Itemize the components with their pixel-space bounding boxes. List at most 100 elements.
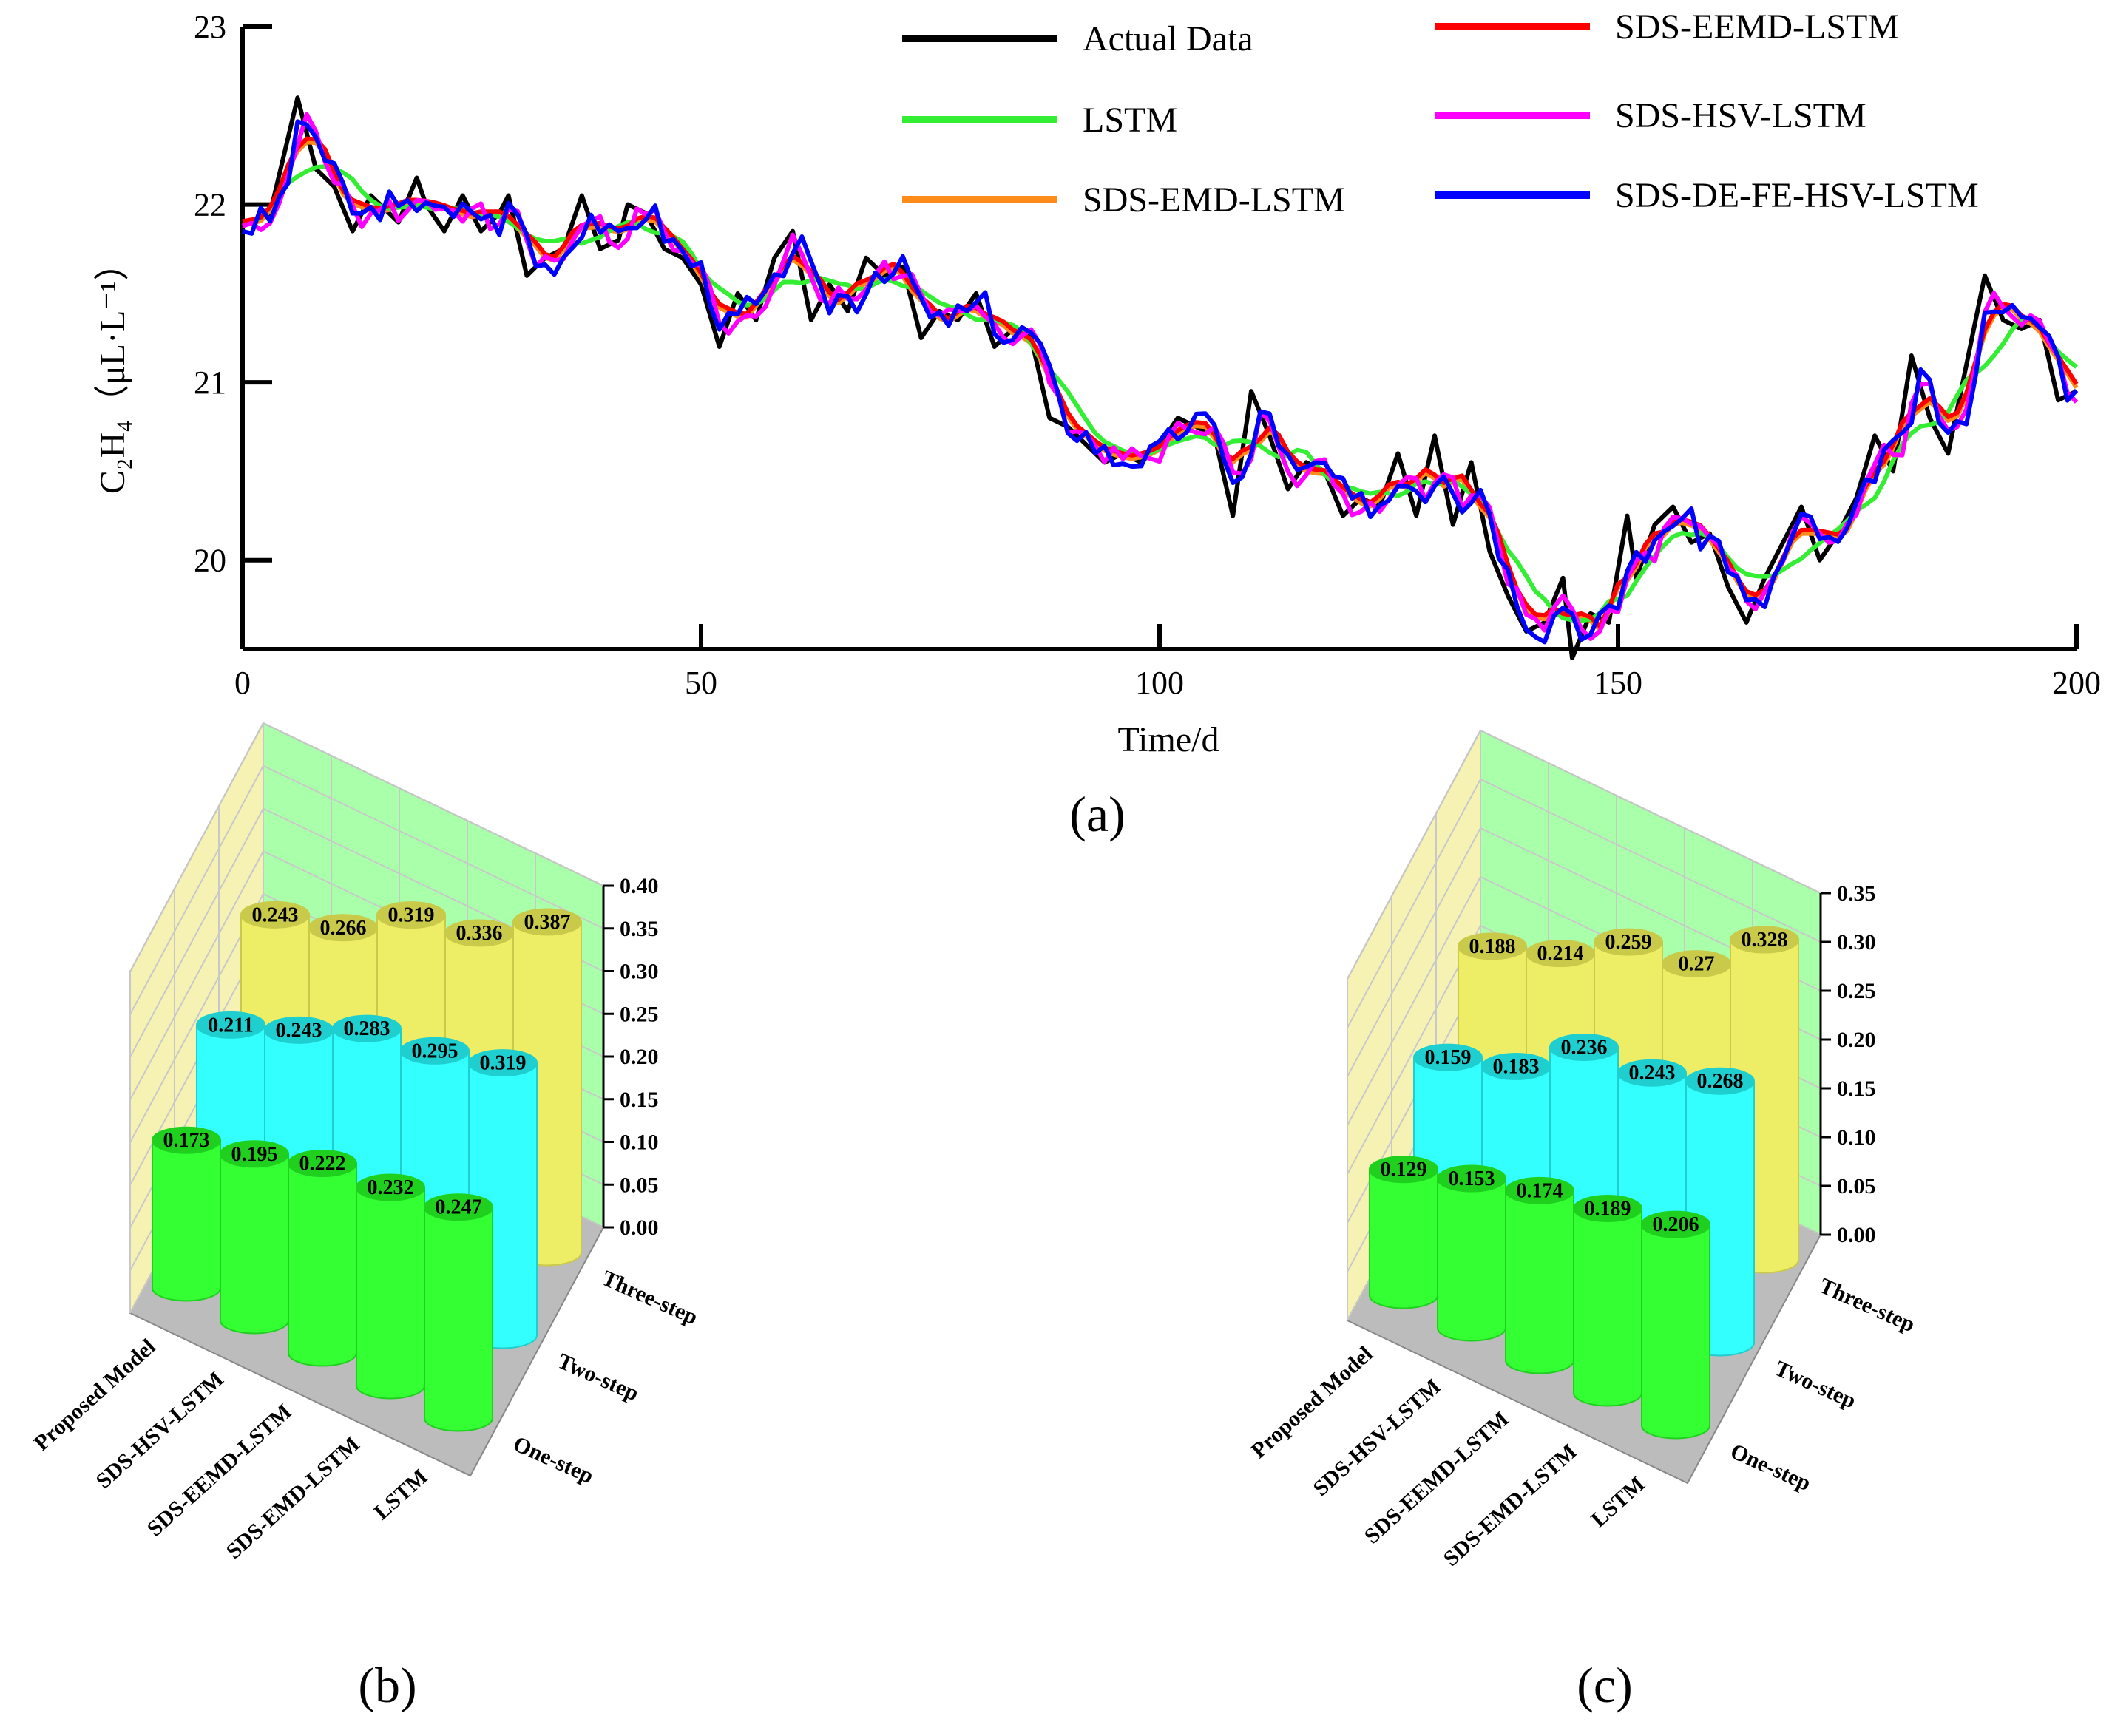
line-sds-de-fe-hsv-lstm [242, 119, 2079, 645]
step-label: One-step [510, 1431, 597, 1488]
data-label: 0.243 [252, 903, 299, 926]
z-tick-label: 0.40 [620, 874, 659, 898]
bar-cap [376, 901, 446, 929]
bar-cap [468, 1049, 538, 1077]
bar-cap [1549, 1034, 1619, 1061]
data-label: 0.336 [456, 922, 503, 945]
z-tick-label: 0.35 [1837, 881, 1876, 906]
panel-label-b: (b) [358, 1657, 416, 1713]
data-label: 0.159 [1425, 1046, 1472, 1069]
line-chart-series [241, 95, 2079, 661]
bar-cylinder [288, 1162, 357, 1367]
data-label: 0.232 [368, 1176, 414, 1199]
z-tick-label: 0.20 [620, 1045, 659, 1069]
step-label: Three-step [1815, 1273, 1918, 1337]
z-tick-label: 0.30 [620, 960, 659, 984]
bar-cap [288, 1150, 357, 1178]
x-tick-label: 150 [1594, 665, 1642, 701]
data-label: 0.295 [412, 1040, 458, 1062]
data-label: 0.188 [1469, 935, 1516, 958]
bar-cylinder [1505, 1190, 1574, 1374]
bar-cap [1730, 926, 1799, 954]
bar-cap [240, 901, 310, 929]
panel-label-c: (c) [1577, 1657, 1632, 1713]
z-tick-label: 0.05 [1837, 1174, 1876, 1198]
data-label: 0.328 [1742, 929, 1788, 952]
data-label: 0.206 [1653, 1213, 1699, 1236]
data-label: 0.173 [163, 1129, 210, 1152]
data-label: 0.319 [388, 904, 435, 927]
data-label: 0.259 [1605, 931, 1652, 954]
data-label: 0.189 [1585, 1198, 1631, 1221]
data-label: 0.27 [1679, 953, 1715, 976]
z-tick-label: 0.35 [620, 917, 659, 941]
bar-cap [1505, 1176, 1574, 1204]
data-label: 0.387 [524, 911, 571, 934]
z-tick-label: 0.20 [1837, 1028, 1876, 1052]
bar-cap [332, 1014, 402, 1042]
bar-cap [1641, 1210, 1710, 1238]
y-tick-label: 23 [194, 9, 226, 45]
x-tick-label: 200 [2052, 665, 2101, 701]
bar-cylinder [356, 1187, 425, 1400]
bar-cap [1617, 1059, 1687, 1087]
legend-label: SDS-EEMD-LSTM [1615, 7, 1899, 47]
data-label: 0.183 [1493, 1055, 1540, 1078]
z-tick-label: 0.10 [1837, 1125, 1876, 1150]
bar-cylinder [1437, 1178, 1506, 1342]
bar-cap [356, 1173, 425, 1201]
data-label: 0.236 [1561, 1036, 1608, 1059]
bar-cylinder [220, 1153, 289, 1335]
bar-cap [1458, 932, 1527, 960]
data-label: 0.243 [1629, 1062, 1676, 1085]
line-chart-panel-a: 0 50 100 150 200 20 21 22 23 Actual Data LSTM SDS-… [93, 7, 2101, 842]
bar-cylinder [1641, 1224, 1710, 1440]
x-tick-label: 0 [234, 665, 251, 701]
legend-label: Actual Data [1083, 19, 1253, 58]
x-tick-label: 50 [685, 665, 717, 701]
x-axis-label: Time/d [1118, 720, 1219, 759]
bar-cap [1685, 1067, 1755, 1095]
data-label: 0.211 [208, 1014, 253, 1037]
z-tick-label: 0.15 [1837, 1076, 1876, 1101]
legend-label: LSTM [1083, 101, 1177, 140]
z-tick-label: 0.30 [1837, 930, 1876, 955]
step-label: Three-step [598, 1266, 701, 1329]
step-label: Two-step [554, 1349, 642, 1406]
bar-cap [220, 1140, 289, 1168]
z-tick-label: 0.00 [1837, 1223, 1876, 1247]
bar-cap [1369, 1156, 1438, 1184]
bar3d-panel-b: 0.000.050.100.150.200.250.300.350.40Prop… [30, 722, 701, 1564]
category-label: LSTM [369, 1465, 432, 1525]
z-tick-label: 0.00 [620, 1215, 659, 1240]
step-label: Two-step [1771, 1356, 1859, 1413]
bar-cylinder [1573, 1207, 1642, 1407]
bar-cap [196, 1011, 265, 1039]
bar-cap [1413, 1043, 1483, 1071]
data-label: 0.222 [299, 1153, 346, 1176]
data-label: 0.153 [1449, 1167, 1495, 1190]
panel-label-a: (a) [1069, 786, 1125, 842]
data-label: 0.266 [320, 917, 367, 940]
z-tick-label: 0.15 [620, 1088, 659, 1112]
y-tick-label: 20 [194, 543, 226, 579]
data-label: 0.319 [480, 1052, 527, 1075]
bar3d-panel-c: 0.000.050.100.150.200.250.300.35Proposed… [1247, 729, 1918, 1571]
z-tick-label: 0.05 [620, 1173, 659, 1197]
data-label: 0.243 [276, 1019, 322, 1042]
line-chart-legend: Actual Data LSTM SDS-EMD-LSTM SDS-EEMD-LSTM… [902, 7, 1979, 220]
bar-cylinder [152, 1139, 221, 1302]
bar-cap [1573, 1195, 1642, 1223]
z-tick-label: 0.10 [620, 1130, 659, 1155]
bar-cap [1594, 928, 1663, 956]
data-label: 0.283 [344, 1017, 390, 1040]
bar-cap [424, 1193, 493, 1221]
category-label: LSTM [1586, 1472, 1649, 1532]
line-chart-axes: 0 50 100 150 200 20 21 22 23 [194, 9, 2101, 701]
bar-cap [1437, 1164, 1506, 1193]
y-axis-label: C₂H₄（μL·L⁻¹） [93, 245, 132, 494]
bar-cap [152, 1126, 221, 1154]
bar-cap [400, 1037, 470, 1065]
y-tick-label: 22 [194, 187, 226, 223]
